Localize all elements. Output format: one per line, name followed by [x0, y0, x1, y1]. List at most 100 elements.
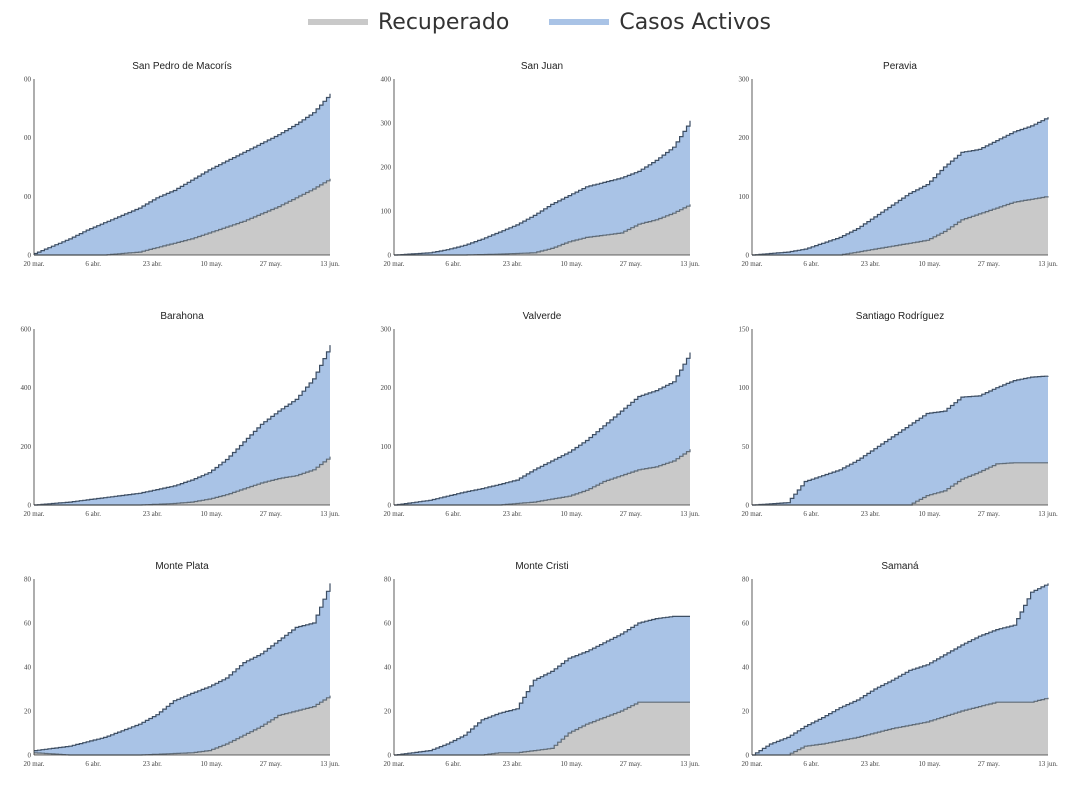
y-tick-label: 0	[28, 252, 32, 260]
series-line-activos	[752, 117, 1049, 256]
chart-title: Samaná	[881, 561, 919, 572]
y-tick-label: 50	[742, 443, 750, 451]
x-tick-label: 27 may.	[620, 760, 642, 768]
x-tick-label: 10 may.	[201, 260, 223, 268]
chart-panel-1: San Pedro de Macorís 0 00 00 00 20 mar. 6 abr.…	[0, 55, 340, 295]
x-tick-label: 23 abr.	[143, 260, 162, 268]
y-tick-label: 0	[746, 252, 750, 260]
x-tick-label: 6 abr.	[85, 260, 101, 268]
y-tick-label: 300	[381, 326, 392, 334]
legend-label-activos: Casos Activos	[619, 9, 771, 35]
chart-panel-4: Barahona 0 200 400 600 20 mar. 6 abr. 23 abr. 10…	[0, 305, 340, 545]
series-area-activos	[34, 93, 330, 255]
y-tick-label: 200	[739, 134, 750, 142]
series-line-recuperado	[34, 178, 331, 256]
y-tick-label: 00	[24, 193, 32, 201]
series-area-recuperado	[34, 456, 330, 505]
series-area-activos	[34, 345, 330, 505]
y-tick-label: 80	[384, 576, 392, 584]
y-tick-label: 100	[739, 193, 750, 201]
chart-panel-7: Monte Plata 0 20 40 60 80 20 mar. 6 abr. 23 abr.…	[0, 555, 340, 795]
legend-item-recuperado: Recuperado	[308, 10, 509, 35]
y-tick-label: 400	[21, 384, 32, 392]
y-tick-label: 0	[28, 502, 32, 510]
series-line-activos	[752, 375, 1049, 506]
x-tick-label: 23 abr.	[861, 260, 880, 268]
chart-svg-6: Santiago Rodríguez 0 50 100 150 20 mar. 6 abr.…	[739, 311, 1058, 518]
chart-panel-8: Monte Cristi 0 20 40 60 80 20 mar. 6 abr. 23 abr…	[360, 555, 700, 795]
legend-swatch-recuperado	[308, 19, 368, 25]
y-tick-label: 100	[381, 443, 392, 451]
series-line-activos	[34, 583, 331, 752]
x-tick-label: 20 mar.	[24, 260, 45, 268]
x-tick-label: 10 may.	[561, 760, 583, 768]
y-tick-label: 0	[746, 752, 750, 760]
series-area-activos	[34, 583, 330, 755]
x-tick-label: 10 may.	[561, 260, 583, 268]
y-tick-label: 0	[388, 502, 392, 510]
legend-item-activos: Casos Activos	[549, 10, 771, 35]
y-tick-label: 0	[388, 752, 392, 760]
x-tick-label: 23 abr.	[503, 760, 522, 768]
chart-svg-5: Valverde 0 100 200 300 20 mar. 6 abr. 23 abr. 10…	[381, 311, 700, 518]
y-tick-label: 200	[381, 384, 392, 392]
y-tick-label: 300	[381, 120, 392, 128]
y-tick-label: 40	[742, 664, 750, 672]
x-tick-label: 10 may.	[919, 510, 941, 518]
x-tick-label: 10 may.	[201, 510, 223, 518]
x-tick-label: 13 jun.	[680, 760, 700, 768]
y-tick-label: 60	[384, 620, 392, 628]
x-tick-label: 27 may.	[978, 760, 1000, 768]
chart-svg-2: San Juan 0 100 200 300 400 20 mar. 6 abr. 23 abr…	[381, 61, 700, 268]
series-area-recuperado	[394, 204, 690, 255]
x-tick-label: 6 abr.	[85, 510, 101, 518]
x-tick-label: 20 mar.	[24, 760, 45, 768]
series-area-activos	[394, 352, 690, 505]
x-tick-label: 20 mar.	[742, 260, 763, 268]
x-tick-label: 23 abr.	[143, 510, 162, 518]
chart-panel-6: Santiago Rodríguez 0 50 100 150 20 mar. 6 abr.…	[718, 305, 1058, 545]
x-tick-label: 20 mar.	[384, 260, 405, 268]
y-tick-label: 40	[24, 664, 32, 672]
chart-svg-9: Samaná 0 20 40 60 80 20 mar. 6 abr. 23 abr. 10 ma…	[742, 561, 1058, 768]
x-tick-label: 20 mar.	[384, 510, 405, 518]
series-area-recuperado	[752, 462, 1048, 505]
chart-title: Peravia	[883, 61, 917, 72]
chart-title: San Pedro de Macorís	[132, 61, 232, 72]
y-tick-label: 400	[381, 76, 392, 84]
chart-panel-2: San Juan 0 100 200 300 400 20 mar. 6 abr. 23 abr…	[360, 55, 700, 295]
x-tick-label: 23 abr.	[143, 760, 162, 768]
y-tick-label: 40	[384, 664, 392, 672]
chart-title: San Juan	[521, 61, 563, 72]
chart-title: Monte Cristi	[515, 561, 568, 572]
x-tick-label: 6 abr.	[445, 260, 461, 268]
x-tick-label: 23 abr.	[861, 510, 880, 518]
x-tick-label: 27 may.	[620, 510, 642, 518]
x-tick-label: 10 may.	[919, 260, 941, 268]
chart-panel-3: Peravia 0 100 200 300 20 mar. 6 abr. 23 abr. 10 …	[718, 55, 1058, 295]
y-tick-label: 200	[381, 164, 392, 172]
x-tick-label: 6 abr.	[85, 760, 101, 768]
x-tick-label: 6 abr.	[803, 510, 819, 518]
x-tick-label: 10 may.	[561, 510, 583, 518]
chart-svg-8: Monte Cristi 0 20 40 60 80 20 mar. 6 abr. 23 abr…	[384, 561, 700, 768]
chart-svg-7: Monte Plata 0 20 40 60 80 20 mar. 6 abr. 23 abr.…	[24, 561, 340, 768]
series-line-recuperado	[752, 697, 1049, 756]
x-tick-label: 6 abr.	[445, 760, 461, 768]
x-tick-label: 20 mar.	[384, 760, 405, 768]
chart-title: Santiago Rodríguez	[856, 311, 944, 322]
x-tick-label: 20 mar.	[742, 760, 763, 768]
x-tick-label: 27 may.	[260, 760, 282, 768]
y-tick-label: 150	[739, 326, 750, 334]
x-tick-label: 10 may.	[919, 760, 941, 768]
y-tick-label: 60	[742, 620, 750, 628]
y-tick-label: 0	[388, 252, 392, 260]
x-tick-label: 13 jun.	[1038, 760, 1058, 768]
series-area-recuperado	[34, 178, 330, 255]
legend: Recuperado Casos Activos	[0, 2, 1079, 42]
chart-panel-9: Samaná 0 20 40 60 80 20 mar. 6 abr. 23 abr. 10 ma…	[718, 555, 1058, 795]
x-tick-label: 13 jun.	[320, 760, 340, 768]
y-tick-label: 0	[28, 752, 32, 760]
legend-swatch-activos	[549, 19, 610, 25]
